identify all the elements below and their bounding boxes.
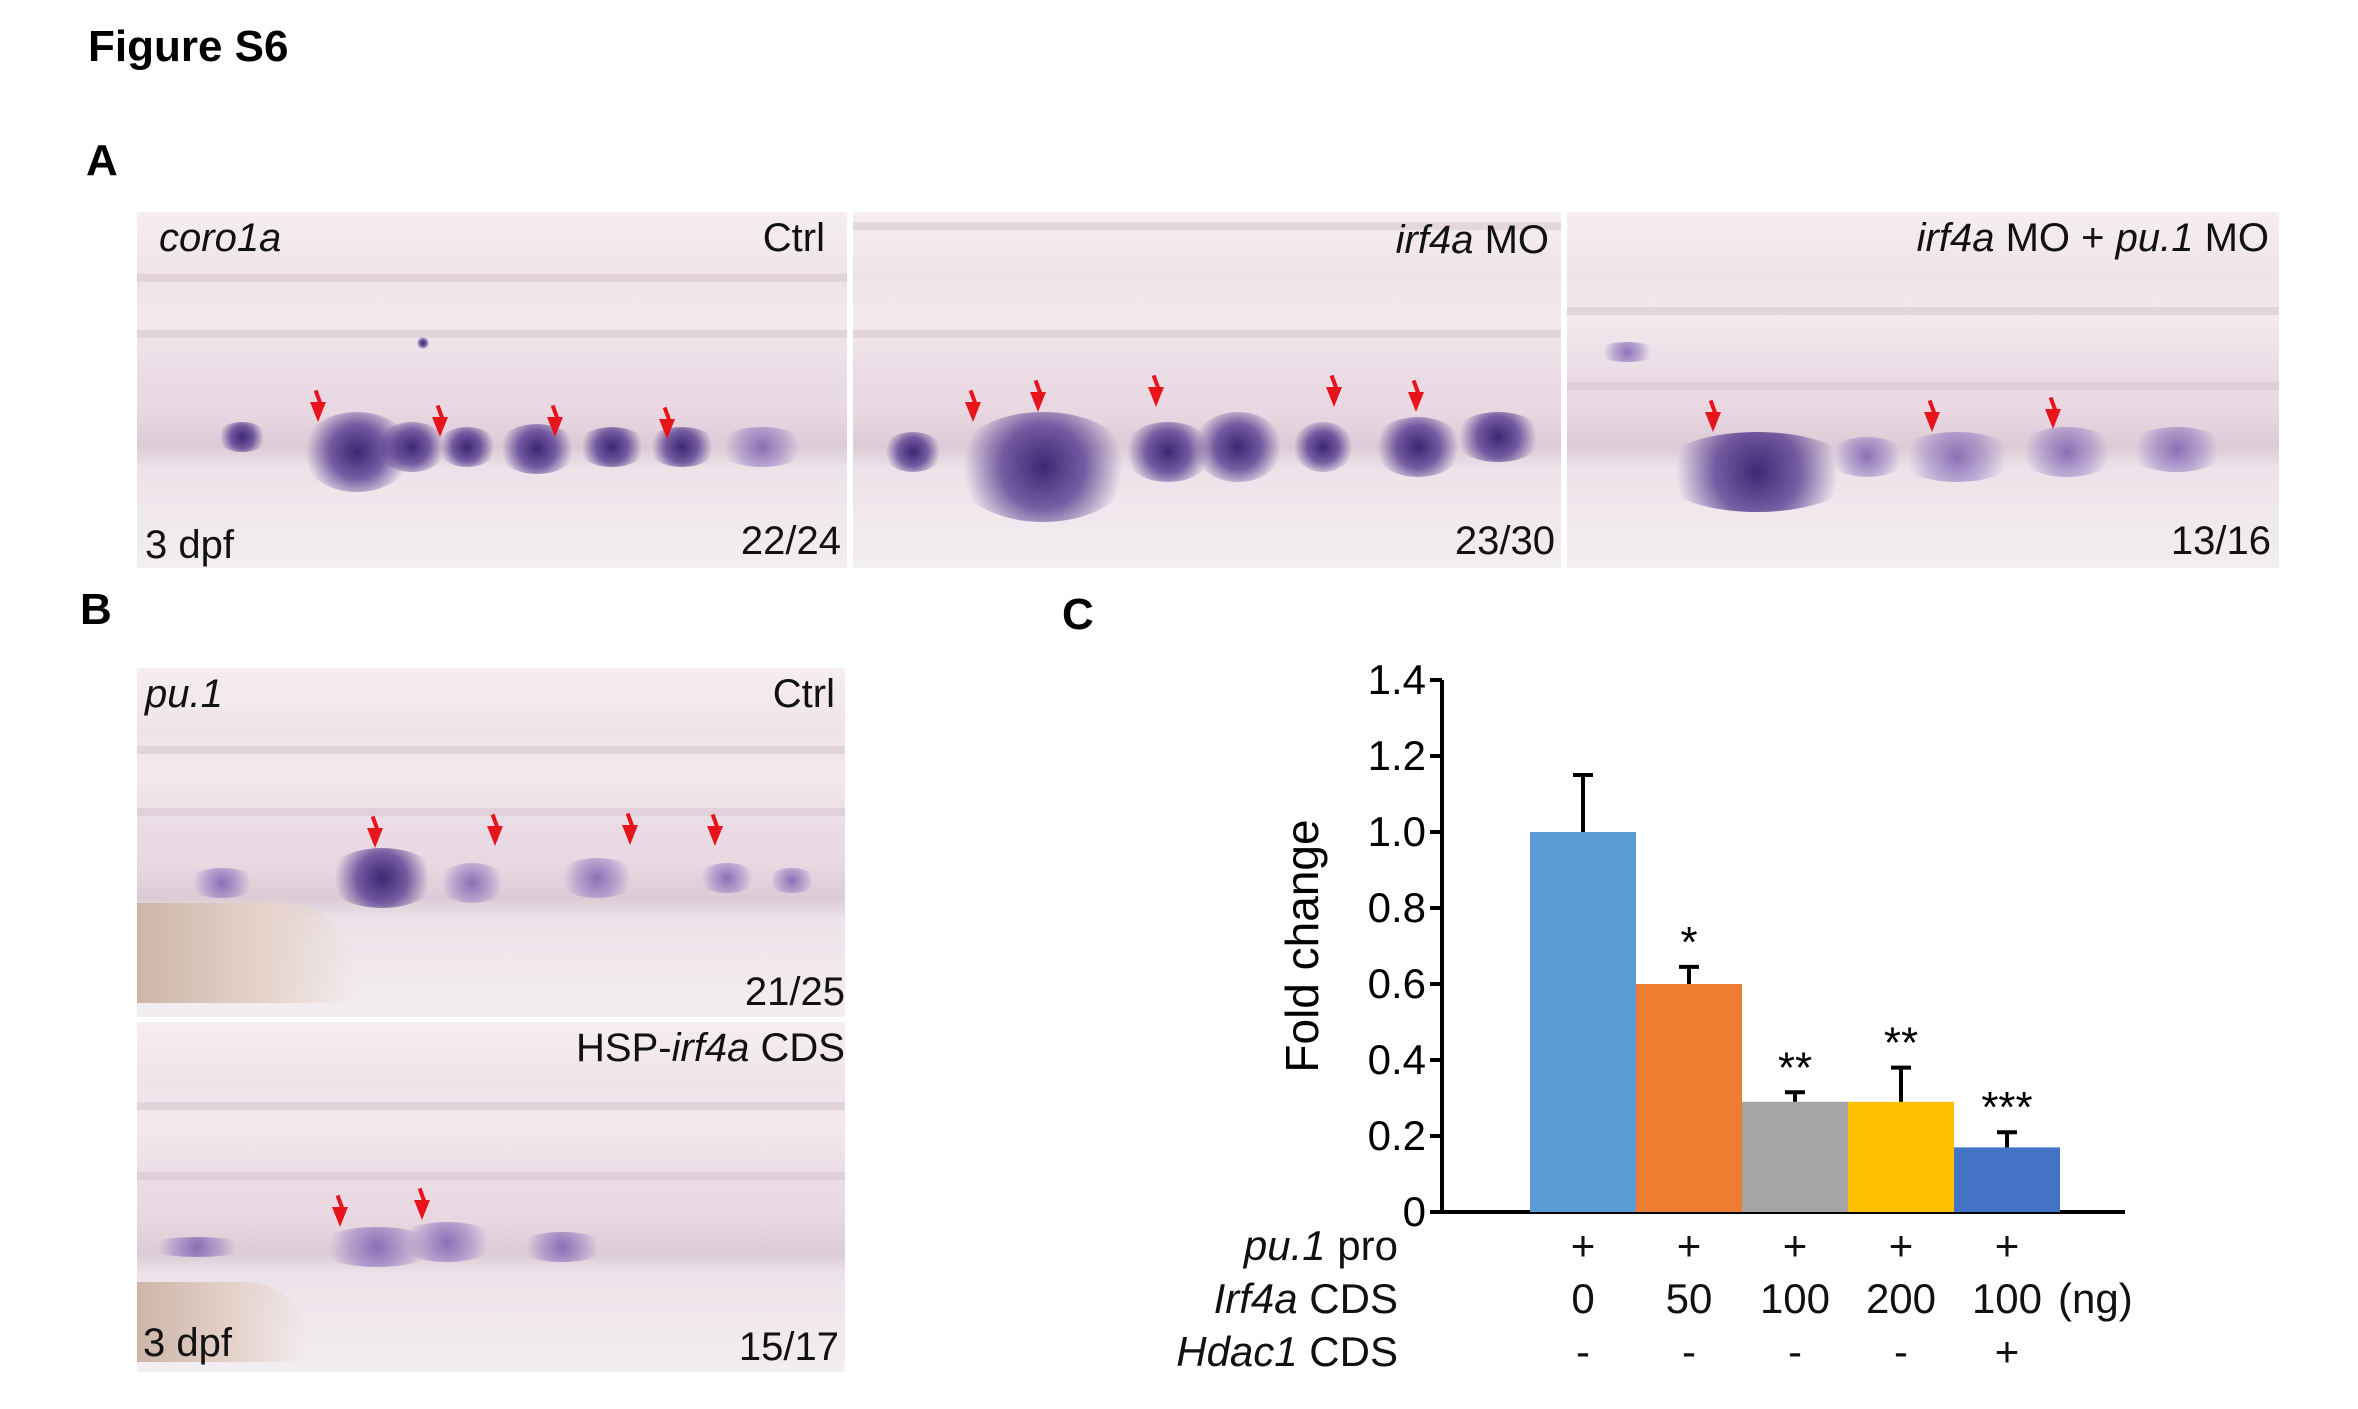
- red-arrow-icon: [310, 402, 326, 422]
- panel-b-image-hsp-irf4a: HSP-irf4a CDS 3 dpf 15/17: [137, 1022, 845, 1372]
- y-tick-label: 0.8: [1368, 884, 1426, 931]
- stage-label: 3 dpf: [143, 1321, 232, 1365]
- bar: [1636, 984, 1742, 1212]
- row3-value: -: [1682, 1328, 1696, 1375]
- red-arrow-icon: [1705, 412, 1721, 432]
- stage-label: 3 dpf: [145, 523, 234, 567]
- significance-label: *: [1680, 918, 1697, 967]
- y-axis-label: Fold change: [1276, 819, 1328, 1072]
- bar: [1848, 1101, 1954, 1212]
- red-arrow-icon: [1326, 387, 1342, 407]
- red-arrow-icon: [1408, 392, 1424, 412]
- red-arrow-icon: [1030, 392, 1046, 412]
- condition-label: irf4a MO: [1395, 218, 1549, 262]
- y-tick-label: 0.4: [1368, 1036, 1426, 1083]
- red-arrow-icon: [1924, 412, 1940, 432]
- ratio-label: 21/25: [744, 970, 845, 1014]
- row2-unit: (ng): [2058, 1275, 2133, 1322]
- row1-value: +: [1782, 1222, 1808, 1269]
- row1-value: +: [1994, 1222, 2020, 1269]
- panel-a-image-irf4a-mo: irf4a MO 23/30: [853, 212, 1561, 568]
- red-arrow-icon: [707, 826, 723, 846]
- ratio-label: 13/16: [2170, 519, 2271, 563]
- red-arrow-icon: [487, 826, 503, 846]
- panel-a-letter: A: [86, 136, 118, 185]
- gene-label: coro1a: [159, 216, 282, 260]
- significance-label: **: [1778, 1043, 1812, 1092]
- row3-value: -: [1576, 1328, 1590, 1375]
- bar: [1742, 1101, 1848, 1212]
- bar: [1954, 1147, 2060, 1212]
- ratio-label: 15/17: [738, 1325, 839, 1369]
- row2-value: 0: [1571, 1275, 1595, 1322]
- row2-value: 100: [1759, 1275, 1831, 1322]
- y-tick-label: 0.2: [1368, 1112, 1426, 1159]
- row1-value: +: [1888, 1222, 1914, 1269]
- red-arrow-icon: [332, 1207, 348, 1227]
- row-label-hdac1-cds: Hdac1 CDS: [1176, 1328, 1398, 1375]
- row3-value: -: [1894, 1328, 1908, 1375]
- ratio-label: 23/30: [1454, 519, 1555, 563]
- panel-a-image-ctrl: coro1a Ctrl 3 dpf 22/24: [137, 212, 847, 568]
- red-arrow-icon: [432, 417, 448, 437]
- y-tick-label: 1.4: [1368, 656, 1426, 703]
- row3-value: +: [1994, 1328, 2020, 1375]
- row2-value: 200: [1865, 1275, 1937, 1322]
- condition-label: HSP-irf4a CDS: [576, 1026, 845, 1070]
- significance-label: **: [1884, 1019, 1918, 1068]
- y-tick-label: 0: [1403, 1188, 1426, 1235]
- y-tick-label: 1.0: [1368, 808, 1426, 855]
- gene-label: pu.1: [145, 672, 223, 716]
- significance-label: ***: [1981, 1083, 2032, 1132]
- row1-value: +: [1570, 1222, 1596, 1269]
- condition-label: Ctrl: [772, 672, 835, 716]
- condition-label: irf4a MO + pu.1 MO: [1916, 216, 2269, 260]
- row3-value: -: [1788, 1328, 1802, 1375]
- red-arrow-icon: [622, 825, 638, 845]
- ratio-label: 22/24: [740, 519, 841, 563]
- red-arrow-icon: [547, 417, 563, 437]
- row2-value: 100: [1971, 1275, 2043, 1322]
- row-label-pu1-pro: pu.1 pro: [1243, 1222, 1398, 1269]
- y-tick-label: 0.6: [1368, 960, 1426, 1007]
- red-arrow-icon: [965, 402, 981, 422]
- panel-b-letter: B: [80, 585, 112, 634]
- red-arrow-icon: [1148, 387, 1164, 407]
- figure-title: Figure S6: [88, 22, 289, 71]
- row1-value: +: [1676, 1222, 1702, 1269]
- row-label-irf4a-cds: Irf4a CDS: [1213, 1275, 1398, 1322]
- panel-b-image-ctrl: pu.1 Ctrl 21/25: [137, 668, 845, 1017]
- panel-c-letter: C: [1062, 590, 1094, 639]
- red-arrow-icon: [414, 1200, 430, 1220]
- red-arrow-icon: [2045, 409, 2061, 429]
- bar: [1530, 832, 1636, 1212]
- red-arrow-icon: [367, 828, 383, 848]
- condition-label: Ctrl: [762, 216, 825, 260]
- y-tick-label: 1.2: [1368, 732, 1426, 779]
- panel-a-image-irf4a-pu1-mo: irf4a MO + pu.1 MO 13/16: [1567, 212, 2279, 568]
- red-arrow-icon: [659, 419, 675, 439]
- row2-value: 50: [1665, 1275, 1713, 1322]
